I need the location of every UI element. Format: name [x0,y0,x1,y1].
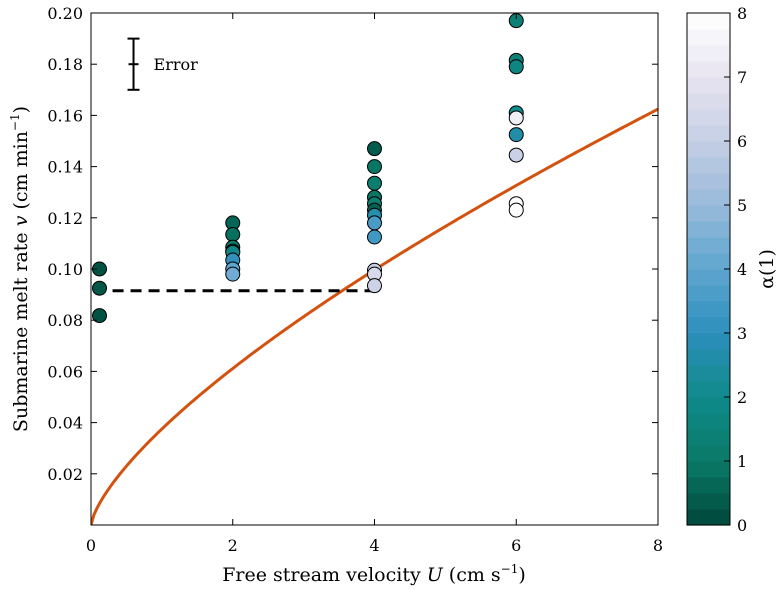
colorbar-segment [687,317,730,334]
data-point [508,127,524,143]
y-tick-label: 0.08 [47,311,83,330]
y-axis-ticks: 0.02 0.04 0.06 0.08 0.10 0.12 0.14 0.16 0.18 0.20 [47,4,658,484]
colorbar-segment [687,333,730,350]
y-axis-label: Submarine melt rate v (cm min−1) [8,106,32,432]
colorbar-tick-label: 4 [737,260,747,279]
data-point [508,59,524,75]
x-tick-label: 8 [653,536,663,555]
colorbar-segment [687,493,730,510]
colorbar-segment [687,109,730,126]
data-point [92,308,108,324]
y-tick-label: 0.10 [47,260,83,279]
colorbar-segment [687,189,730,206]
colorbar-segment [687,61,730,78]
data-point [508,147,524,163]
colorbar-segment [687,269,730,286]
colorbar-segment [687,461,730,478]
colorbar-segment [687,205,730,222]
y-tick-label: 0.20 [47,4,83,23]
y-tick-label: 0.04 [47,414,83,433]
colorbar-tick-label: 5 [737,196,747,215]
colorbar-segment [687,285,730,302]
data-point [92,280,108,296]
colorbar-segment [687,237,730,254]
error-bar-legend: Error [127,37,199,91]
x-axis-label: Free stream velocity U (cm s−1) [222,562,526,586]
y-tick-label: 0.14 [47,158,83,177]
data-point [367,175,382,191]
colorbar-tick-label: 3 [737,324,747,343]
y-tick-label: 0.18 [47,55,83,74]
x-tick-label: 2 [228,536,238,555]
colorbar-segment [687,509,730,526]
data-point [367,229,382,245]
data-point [367,141,382,157]
y-tick-label: 0.16 [47,106,83,125]
colorbar-tick-label: 7 [737,68,747,87]
colorbar-segment [687,221,730,238]
colorbar-tick-label: 0 [737,516,747,535]
data-point [367,159,382,175]
x-axis-ticks: 0 2 4 6 8 [86,13,663,555]
colorbar-tick-label: 2 [737,388,747,407]
colorbar-segment [687,349,730,366]
y-tick-label: 0.12 [47,209,83,228]
colorbar-segment [687,397,730,414]
colorbar-segment [687,141,730,158]
colorbar-label: α(1) [756,249,778,289]
x-tick-label: 6 [511,536,521,555]
colorbar-segment [687,93,730,110]
colorbar-tick-label: 6 [737,132,747,151]
colorbar-segment [687,173,730,190]
data-point [225,266,241,282]
colorbar-segment [687,253,730,270]
y-tick-label: 0.02 [47,465,83,484]
y-tick-label: 0.06 [47,362,83,381]
data-points [92,13,524,324]
colorbar-segment [687,45,730,62]
data-point [367,215,382,231]
colorbar-segment [687,29,730,46]
colorbar-segment [687,301,730,318]
colorbar-segment [687,413,730,430]
colorbar-tick-label: 8 [737,4,747,23]
data-point [225,226,241,242]
x-tick-label: 0 [86,536,96,555]
x-tick-label: 4 [369,536,379,555]
colorbar-segment [687,445,730,462]
colorbar: 0 1 2 3 4 5 6 7 8 [686,4,747,535]
colorbar-segment [687,477,730,494]
data-point [508,110,524,126]
colorbar-segment [687,157,730,174]
colorbar-segment [687,13,730,30]
colorbar-segment [687,429,730,446]
colorbar-segment [687,125,730,142]
colorbar-tick-label: 1 [737,452,747,471]
error-bar-label: Error [154,55,199,74]
colorbar-segment [687,381,730,398]
colorbar-segment [687,365,730,382]
data-point [367,278,382,294]
data-point [508,202,524,218]
colorbar-segment [687,77,730,94]
